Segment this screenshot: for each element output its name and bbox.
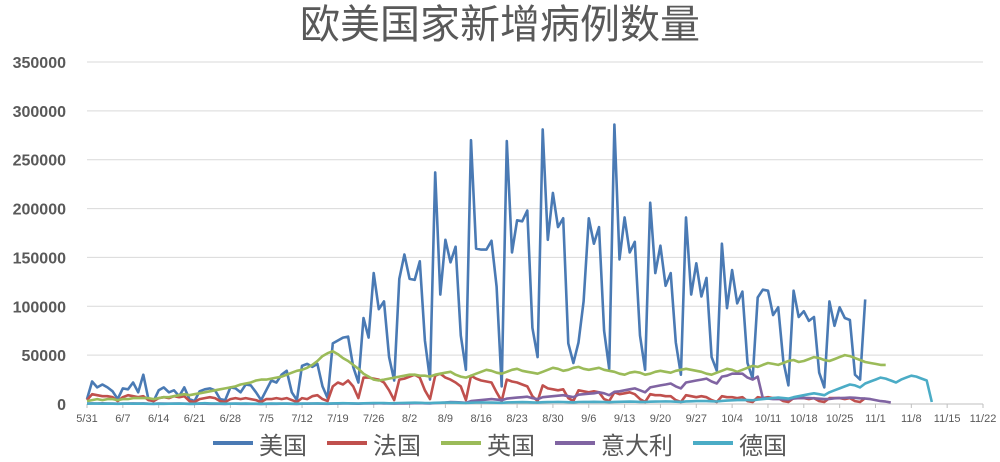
series-lines [85,123,934,406]
legend-swatch [555,441,595,445]
chart-title: 欧美国家新增病例数量 [300,2,700,48]
legend-label: 法国 [373,431,421,460]
legend-swatch [213,441,253,445]
x-tick-label: 9/6 [581,413,596,425]
y-tick-label: 350000 [13,55,66,72]
y-tick-label: 150000 [13,250,66,267]
x-axis-ticks: 5/31 6/7 6/14 6/21 6/28 7/5 7/12 7/19 7/26 8/2 8/9… [76,404,996,425]
x-tick-label: 9/20 [650,413,671,425]
legend-label: 英国 [487,431,535,460]
y-tick-label: 100000 [13,299,66,316]
series-line-英国 [86,349,886,403]
legend-item: 法国 [327,426,421,461]
y-tick-label: 0 [57,397,66,414]
legend-item: 德国 [693,426,787,461]
legend-swatch [441,441,481,445]
x-tick-label: 8/23 [506,413,527,425]
legend-label: 美国 [259,431,307,460]
legend-item: 英国 [441,426,535,461]
x-tick-label: 8/9 [438,413,453,425]
grid-lines [87,61,983,356]
x-tick-label: 6/21 [184,413,205,425]
series-line-德国 [86,374,934,406]
x-tick-label: 8/30 [542,413,563,425]
x-tick-label: 8/2 [402,413,417,425]
x-tick-label: 11/22 [970,413,997,425]
legend-label: 意大利 [601,431,673,460]
x-tick-label: 6/28 [220,413,241,425]
x-tick-label: 11/8 [901,413,922,425]
y-tick-label: 200000 [13,202,66,219]
x-tick-label: 11/15 [934,413,961,425]
x-tick-label: 10/11 [755,413,782,425]
series-line-美国 [85,123,867,403]
y-axis-ticks: 0 50000 100000 150000 200000 250000 300000 3500… [13,55,66,414]
x-tick-label: 10/4 [721,413,742,425]
legend-item: 意大利 [555,426,673,461]
x-tick-label: 7/26 [363,413,384,425]
legend-item: 美国 [213,426,307,461]
x-tick-label: 6/14 [148,413,169,425]
y-tick-label: 250000 [13,153,66,170]
y-tick-label: 50000 [22,348,67,365]
legend-label: 德国 [739,431,787,460]
x-tick-label: 7/12 [291,413,312,425]
x-tick-label: 5/31 [76,413,97,425]
y-tick-label: 300000 [13,104,66,121]
series-line-法国 [86,372,866,404]
x-tick-label: 11/1 [865,413,886,425]
x-tick-label: 10/18 [790,413,818,425]
x-tick-label: 8/16 [471,413,492,425]
x-tick-label: 7/5 [259,413,274,425]
legend-swatch [327,441,367,445]
x-tick-label: 9/27 [686,413,707,425]
x-tick-label: 6/7 [115,413,130,425]
x-tick-label: 9/13 [614,413,635,425]
legend: 美国 法国 英国 意大利 德国 [0,424,1000,462]
x-tick-label: 7/19 [327,413,348,425]
x-tick-label: 10/25 [826,413,854,425]
legend-swatch [693,441,733,445]
